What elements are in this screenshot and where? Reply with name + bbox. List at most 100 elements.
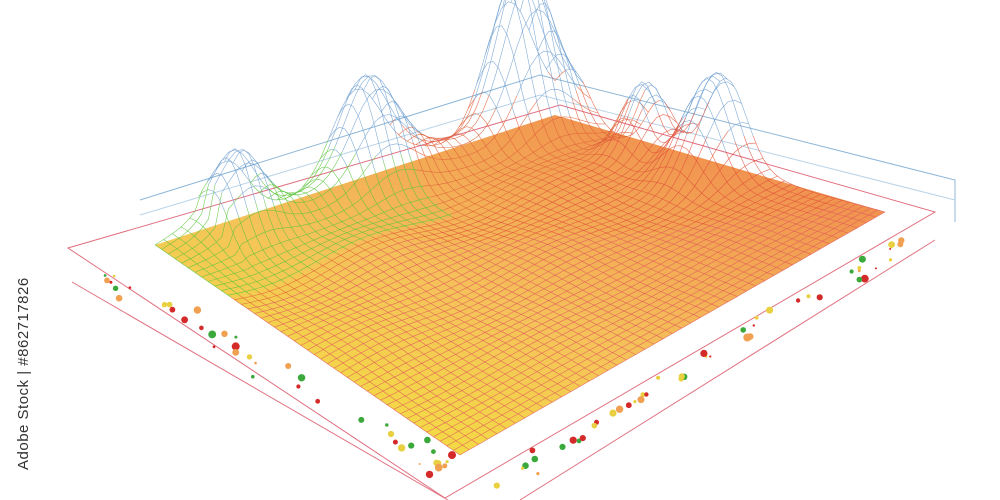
mesh-line: [261, 241, 446, 319]
mesh-line: [215, 157, 248, 208]
mesh-line: [476, 220, 531, 239]
mesh-line: [514, 114, 575, 171]
mesh-line: [551, 117, 601, 155]
mesh-line: [259, 184, 338, 254]
mesh-line: [708, 77, 754, 136]
mesh-line: [345, 248, 362, 258]
mesh-line: [161, 184, 209, 250]
mesh-line: [290, 295, 507, 429]
mesh-line: [711, 153, 788, 215]
mesh-line: [346, 165, 400, 230]
dot: [448, 451, 456, 460]
dot: [536, 472, 540, 476]
mesh-line: [168, 184, 216, 255]
mesh-line: [597, 236, 738, 297]
dot: [418, 463, 421, 465]
mesh-line: [502, 0, 553, 118]
mesh-line: [706, 99, 742, 138]
mesh-line: [529, 192, 627, 235]
mesh-line: [337, 103, 375, 170]
dot: [591, 422, 598, 429]
mesh-line: [284, 281, 300, 293]
mesh-line: [307, 232, 563, 351]
mesh-line: [276, 192, 356, 245]
mesh-line: [406, 210, 800, 419]
mesh-line: [481, 242, 673, 334]
mesh-line: [207, 196, 431, 282]
dot: [231, 342, 240, 351]
mesh-line: [641, 103, 649, 113]
mesh-line: [272, 301, 488, 440]
mesh-line: [181, 193, 243, 264]
dot: [387, 430, 395, 438]
dot: [115, 294, 123, 302]
dot: [644, 392, 649, 397]
mesh-line: [813, 198, 835, 210]
dot: [212, 345, 216, 349]
mesh-line: [657, 112, 686, 136]
mesh-line: [198, 189, 209, 197]
mesh-line: [414, 237, 421, 241]
mesh-line: [752, 135, 853, 204]
mesh-line: [391, 155, 435, 223]
mesh-line: [380, 218, 737, 401]
mesh-line: [421, 148, 486, 218]
mesh-line: [353, 227, 674, 383]
dot: [434, 463, 443, 472]
mesh-line: [678, 120, 712, 154]
mesh-line: [388, 245, 608, 371]
mesh-line: [735, 186, 800, 219]
mesh-line: [512, 202, 599, 237]
dot: [442, 463, 448, 469]
dot: [898, 237, 905, 244]
mesh-line: [221, 162, 276, 194]
mesh-line: [287, 237, 514, 337]
mesh-line: [700, 180, 785, 225]
dot: [700, 349, 708, 357]
dot: [579, 435, 586, 442]
mesh-line: [396, 242, 618, 366]
mesh-line: [541, 125, 679, 237]
dot: [849, 269, 854, 274]
dot: [746, 333, 754, 340]
mesh-line: [453, 243, 655, 345]
dot: [559, 443, 566, 450]
mesh-line: [317, 282, 535, 413]
mesh-line: [638, 142, 756, 233]
mesh-line: [363, 240, 380, 250]
mesh-line: [208, 189, 225, 210]
mesh-line: [500, 117, 566, 175]
dot: [766, 306, 774, 314]
mesh-line: [180, 226, 258, 292]
mesh-line: [272, 202, 320, 264]
mesh-line: [335, 75, 416, 147]
mesh-line: [465, 114, 678, 242]
mesh-line: [189, 217, 267, 290]
mesh-line: [503, 207, 579, 236]
mesh-line: [689, 226, 793, 266]
mesh-line: [414, 127, 420, 133]
mesh-line: [328, 258, 345, 268]
mesh-line: [433, 136, 531, 193]
mesh-line: [430, 130, 613, 198]
dot: [385, 423, 389, 427]
mesh-line: [293, 186, 373, 238]
mesh-line: [311, 166, 391, 232]
mesh-line: [333, 231, 625, 369]
mesh-line: [233, 149, 265, 201]
mesh-line: [439, 243, 645, 350]
mesh-line: [609, 139, 774, 217]
mesh-line: [528, 3, 573, 102]
mesh-line: [383, 160, 426, 225]
mesh-line: [672, 168, 771, 228]
mesh-line: [807, 212, 858, 229]
mesh-line: [575, 136, 687, 234]
dot: [296, 384, 301, 389]
frame: [66, 74, 956, 500]
dot: [234, 335, 238, 339]
mesh-line: [591, 162, 739, 221]
mesh-line: [549, 237, 710, 313]
mesh-line: [214, 204, 438, 287]
mesh-line: [565, 173, 690, 228]
dot: [112, 285, 119, 291]
